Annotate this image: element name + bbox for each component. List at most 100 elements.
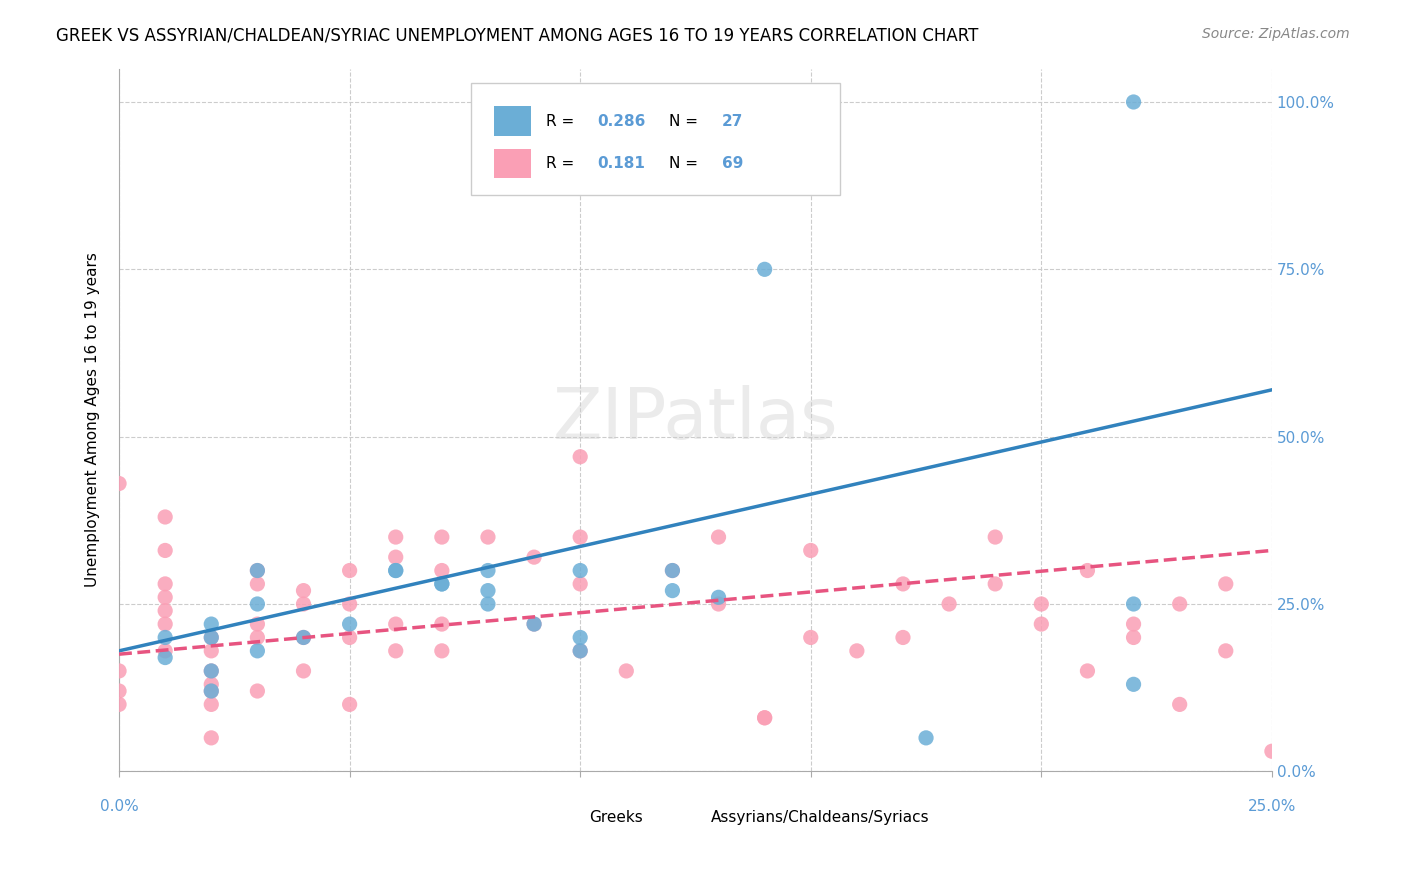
Point bbox=[200, 684, 222, 698]
Point bbox=[477, 583, 499, 598]
Point bbox=[292, 631, 315, 645]
Point bbox=[754, 711, 776, 725]
Text: Assyrians/Chaldeans/Syriacs: Assyrians/Chaldeans/Syriacs bbox=[710, 810, 929, 824]
Point bbox=[200, 631, 222, 645]
Point bbox=[1122, 631, 1144, 645]
Point bbox=[569, 644, 592, 658]
Point bbox=[661, 583, 683, 598]
Point bbox=[984, 530, 1007, 544]
Point bbox=[1031, 597, 1053, 611]
Point bbox=[200, 617, 222, 632]
Text: Source: ZipAtlas.com: Source: ZipAtlas.com bbox=[1202, 27, 1350, 41]
Y-axis label: Unemployment Among Ages 16 to 19 years: Unemployment Among Ages 16 to 19 years bbox=[86, 252, 100, 587]
Point bbox=[153, 631, 176, 645]
Point bbox=[153, 577, 176, 591]
Point bbox=[246, 631, 269, 645]
Text: 0.286: 0.286 bbox=[598, 114, 645, 128]
Point bbox=[891, 577, 914, 591]
Point bbox=[430, 564, 453, 578]
Text: N =: N = bbox=[669, 156, 703, 171]
FancyBboxPatch shape bbox=[494, 149, 530, 178]
Point bbox=[339, 597, 361, 611]
Point bbox=[800, 631, 823, 645]
Point bbox=[153, 650, 176, 665]
Point bbox=[384, 617, 406, 632]
Text: 25.0%: 25.0% bbox=[1247, 799, 1296, 814]
Point bbox=[292, 583, 315, 598]
Point bbox=[246, 597, 269, 611]
Point bbox=[569, 450, 592, 464]
Point bbox=[1168, 698, 1191, 712]
Point bbox=[200, 698, 222, 712]
Point bbox=[246, 644, 269, 658]
Point bbox=[800, 543, 823, 558]
Point bbox=[523, 617, 546, 632]
Text: ZIPatlas: ZIPatlas bbox=[553, 385, 838, 454]
Point bbox=[339, 631, 361, 645]
Point bbox=[661, 564, 683, 578]
Point bbox=[707, 591, 730, 605]
FancyBboxPatch shape bbox=[557, 807, 582, 830]
Point bbox=[499, 95, 522, 109]
Point bbox=[523, 550, 546, 565]
Point bbox=[384, 644, 406, 658]
Point bbox=[200, 631, 222, 645]
Point bbox=[108, 684, 131, 698]
Point bbox=[108, 664, 131, 678]
Point bbox=[1122, 617, 1144, 632]
Point bbox=[1215, 577, 1237, 591]
Text: 0.0%: 0.0% bbox=[100, 799, 138, 814]
Point bbox=[153, 604, 176, 618]
Text: R =: R = bbox=[546, 114, 579, 128]
Point bbox=[200, 731, 222, 745]
Point bbox=[246, 684, 269, 698]
Point bbox=[200, 644, 222, 658]
Point bbox=[430, 617, 453, 632]
Point bbox=[915, 731, 938, 745]
Point bbox=[569, 631, 592, 645]
Point bbox=[1076, 664, 1098, 678]
Point bbox=[891, 631, 914, 645]
Point bbox=[200, 664, 222, 678]
Point bbox=[569, 577, 592, 591]
Point bbox=[1122, 597, 1144, 611]
Point bbox=[246, 564, 269, 578]
Point bbox=[754, 262, 776, 277]
Point bbox=[430, 644, 453, 658]
Text: Greeks: Greeks bbox=[589, 810, 643, 824]
Text: N =: N = bbox=[669, 114, 703, 128]
FancyBboxPatch shape bbox=[494, 106, 530, 136]
Point bbox=[1122, 95, 1144, 109]
Point bbox=[200, 677, 222, 691]
Point bbox=[661, 564, 683, 578]
Text: R =: R = bbox=[546, 156, 583, 171]
Point bbox=[339, 698, 361, 712]
Text: GREEK VS ASSYRIAN/CHALDEAN/SYRIAC UNEMPLOYMENT AMONG AGES 16 TO 19 YEARS CORRELA: GREEK VS ASSYRIAN/CHALDEAN/SYRIAC UNEMPL… bbox=[56, 27, 979, 45]
Point bbox=[292, 631, 315, 645]
Text: 0.181: 0.181 bbox=[598, 156, 645, 171]
Point bbox=[384, 530, 406, 544]
Point bbox=[153, 644, 176, 658]
Point bbox=[1122, 677, 1144, 691]
Point bbox=[477, 530, 499, 544]
Point bbox=[200, 664, 222, 678]
Point bbox=[707, 597, 730, 611]
Point bbox=[523, 617, 546, 632]
Point bbox=[153, 543, 176, 558]
Point bbox=[569, 530, 592, 544]
Point bbox=[754, 711, 776, 725]
Point bbox=[477, 597, 499, 611]
Point bbox=[108, 698, 131, 712]
Point bbox=[200, 684, 222, 698]
Point bbox=[430, 577, 453, 591]
Point bbox=[384, 550, 406, 565]
Text: 27: 27 bbox=[723, 114, 744, 128]
Point bbox=[292, 597, 315, 611]
Text: 69: 69 bbox=[723, 156, 744, 171]
Point bbox=[430, 530, 453, 544]
Point bbox=[430, 577, 453, 591]
Point bbox=[339, 564, 361, 578]
FancyBboxPatch shape bbox=[471, 83, 839, 195]
Point bbox=[246, 617, 269, 632]
Point bbox=[1261, 744, 1284, 758]
